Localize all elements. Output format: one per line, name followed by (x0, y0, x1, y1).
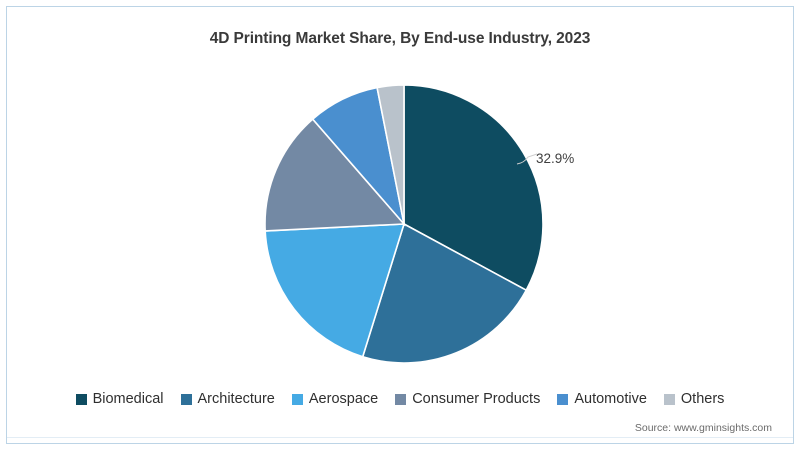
legend-label: Consumer Products (412, 391, 541, 407)
legend-item-consumer-products[interactable]: Consumer Products (395, 391, 540, 407)
legend-swatch-icon (75, 393, 87, 405)
legend-item-aerospace[interactable]: Aerospace (291, 391, 379, 407)
legend-label: Others (680, 391, 725, 407)
pie-slice-consumer-products[interactable] (264, 118, 406, 232)
legend-swatch-icon (291, 393, 303, 405)
legend-swatch-icon (663, 393, 675, 405)
legend-label: Biomedical (92, 391, 164, 407)
slice-data-label-biomedical: 32.9% (536, 151, 575, 166)
chart-legend: Biomedical Architecture Aerospace Consumer … (0, 391, 800, 407)
legend-item-others[interactable]: Others (663, 391, 725, 407)
legend-swatch-icon (180, 393, 192, 405)
chart-title: 4D Printing Market Share, By End-use Ind… (209, 30, 591, 47)
legend-item-biomedical[interactable]: Biomedical (75, 391, 164, 407)
pie-slice-others[interactable] (376, 84, 405, 225)
source-attribution: Source: www.gminsights.com (634, 422, 772, 434)
footer-divider (7, 437, 793, 438)
legend-label: Architecture (197, 391, 275, 407)
pie-chart-svg (264, 84, 544, 364)
pie-slice-aerospace[interactable] (264, 223, 406, 358)
legend-label: Aerospace (308, 391, 379, 407)
legend-label: Automotive (574, 391, 647, 407)
pie-chart (264, 84, 544, 364)
legend-item-architecture[interactable]: Architecture (180, 391, 275, 407)
legend-swatch-icon (395, 393, 407, 405)
legend-swatch-icon (557, 393, 569, 405)
pie-slice-architecture[interactable] (361, 222, 528, 364)
pie-slice-biomedical[interactable] (403, 84, 544, 292)
legend-item-automotive[interactable]: Automotive (557, 391, 647, 407)
